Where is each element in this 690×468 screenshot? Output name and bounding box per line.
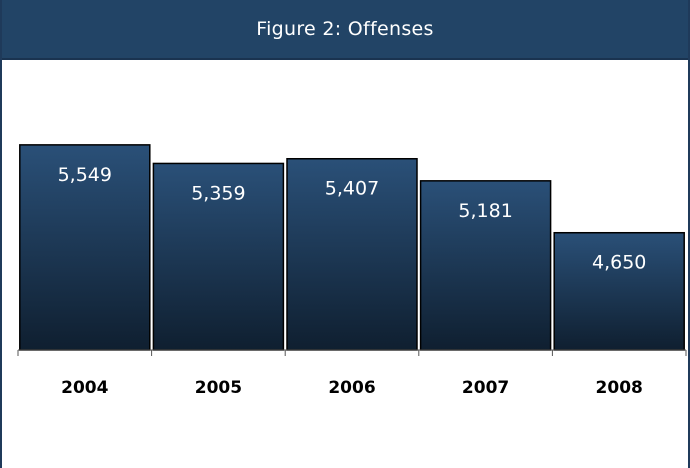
x-axis <box>17 349 687 356</box>
x-tick-label: 2006 <box>328 378 375 398</box>
x-tick-labels: 2004 2005 2006 2007 2008 <box>61 378 643 398</box>
x-tick-label: 2005 <box>195 378 242 398</box>
bar-value-label: 5,181 <box>458 200 512 222</box>
chart-title: Figure 2: Offenses <box>256 18 434 40</box>
bar-value-label: 5,407 <box>325 178 379 200</box>
bar-2004 <box>19 144 151 351</box>
bar-value-label: 4,650 <box>592 252 646 274</box>
x-tick-label: 2007 <box>462 378 509 398</box>
bar-2005 <box>152 162 285 351</box>
bar-2007 <box>419 180 552 351</box>
bar-2006 <box>286 157 418 351</box>
bars-group: 5,549 5,359 5,407 5,181 4,650 <box>19 144 685 351</box>
bar-value-label: 5,549 <box>58 164 112 186</box>
x-tick-label: 2008 <box>596 378 643 398</box>
bar-2008 <box>553 231 685 351</box>
bar-value-label: 5,359 <box>191 182 245 204</box>
x-tick-label: 2004 <box>61 378 108 398</box>
chart-header: Figure 2: Offenses <box>2 0 688 60</box>
